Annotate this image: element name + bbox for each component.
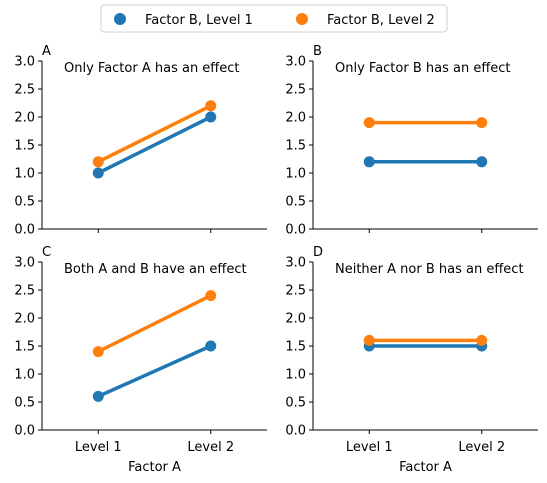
y-tick-label: 3.0: [14, 55, 35, 70]
x-tick-label: Level 2: [187, 440, 234, 455]
y-tick-label: 0.0: [14, 223, 35, 238]
y-tick-label: 2.5: [14, 284, 35, 299]
panel-b: 0.0 0.5 1.0 1.5 2.0 2.5 3.0 B Only Factor B has …: [285, 44, 538, 238]
data-point-s2-2: [476, 334, 488, 346]
series-line-2: [96, 293, 213, 354]
x-tick-label: Level 1: [346, 440, 393, 455]
panel-title: Neither A nor B has an effect: [335, 262, 524, 277]
y-tick-label: 2.0: [285, 111, 306, 126]
y-tick-label: 1.5: [14, 340, 35, 355]
x-axis-title: Factor A: [128, 460, 181, 475]
x-axis-title: Factor A: [399, 460, 452, 475]
series-line-1: [96, 115, 213, 175]
y-tick-label: 1.5: [14, 139, 35, 154]
data-point-s1-1: [92, 167, 104, 179]
x-tick-label: Level 2: [458, 440, 505, 455]
y-tick-label: 1.0: [14, 368, 35, 383]
panel-a: 0.0 0.5 1.0 1.5 2.0 2.5 3.0 A Only Factor A has …: [14, 44, 267, 238]
y-tick-label: 1.0: [14, 167, 35, 182]
y-tick-label: 2.0: [14, 111, 35, 126]
panel-c: 0.0 0.5 1.0 1.5 2.0 2.5 3.0 Level 1 Level 2 Facto…: [14, 245, 267, 475]
data-point-s2-2: [205, 290, 217, 302]
panels: 0.0 0.5 1.0 1.5 2.0 2.5 3.0 A Only Factor A has …: [14, 44, 538, 475]
data-point-s2-1: [92, 346, 104, 358]
y-tick-label: 2.0: [285, 312, 306, 327]
data-point-s2-1: [363, 117, 375, 129]
data-point-s2-1: [92, 156, 104, 168]
legend-label-2: Factor B, Level 2: [327, 13, 435, 28]
y-tick-label: 1.5: [285, 139, 306, 154]
panel-letter: C: [42, 245, 51, 260]
y-tick-label: 0.5: [14, 195, 35, 210]
legend: Factor B, Level 1 Factor B, Level 2: [100, 4, 448, 33]
legend-frame: [100, 4, 448, 33]
data-point-s1-1: [363, 156, 375, 168]
y-tick-label: 0.0: [14, 424, 35, 439]
panel-letter: D: [313, 245, 323, 260]
panel-letter: A: [42, 44, 51, 59]
panel-title: Both A and B have an effect: [64, 262, 247, 277]
data-point-s1-1: [92, 390, 104, 402]
y-tick-label: 2.5: [285, 284, 306, 299]
data-point-s1-2: [205, 111, 217, 123]
y-tick-label: 0.5: [285, 195, 306, 210]
y-tick-label: 3.0: [14, 256, 35, 271]
y-tick-label: 1.0: [285, 167, 306, 182]
panel-title: Only Factor B has an effect: [335, 61, 511, 76]
y-tick-label: 0.5: [14, 396, 35, 411]
data-point-s2-2: [476, 117, 488, 129]
data-point-s2-1: [363, 334, 375, 346]
y-tick-label: 1.0: [285, 368, 306, 383]
series-line-1: [96, 344, 213, 399]
y-tick-label: 3.0: [285, 256, 306, 271]
data-point-s1-2: [476, 156, 488, 168]
y-tick-label: 2.0: [14, 312, 35, 327]
y-tick-label: 0.5: [285, 396, 306, 411]
y-tick-label: 0.0: [285, 223, 306, 238]
y-tick-label: 3.0: [285, 55, 306, 70]
legend-label-1: Factor B, Level 1: [145, 13, 253, 28]
y-tick-label: 2.5: [14, 83, 35, 98]
panel-letter: B: [313, 44, 322, 59]
y-tick-label: 0.0: [285, 424, 306, 439]
y-tick-label: 1.5: [285, 340, 306, 355]
panel-title: Only Factor A has an effect: [64, 61, 240, 76]
y-tick-label: 2.5: [285, 83, 306, 98]
panel-d: 0.0 0.5 1.0 1.5 2.0 2.5 3.0 Level 1 Level 2 Facto…: [285, 245, 538, 475]
legend-marker-2: [296, 13, 308, 25]
data-point-s2-2: [205, 100, 217, 112]
series-line-2: [96, 104, 213, 164]
legend-marker-1: [114, 13, 126, 25]
data-point-s1-2: [205, 340, 217, 352]
x-tick-label: Level 1: [75, 440, 122, 455]
